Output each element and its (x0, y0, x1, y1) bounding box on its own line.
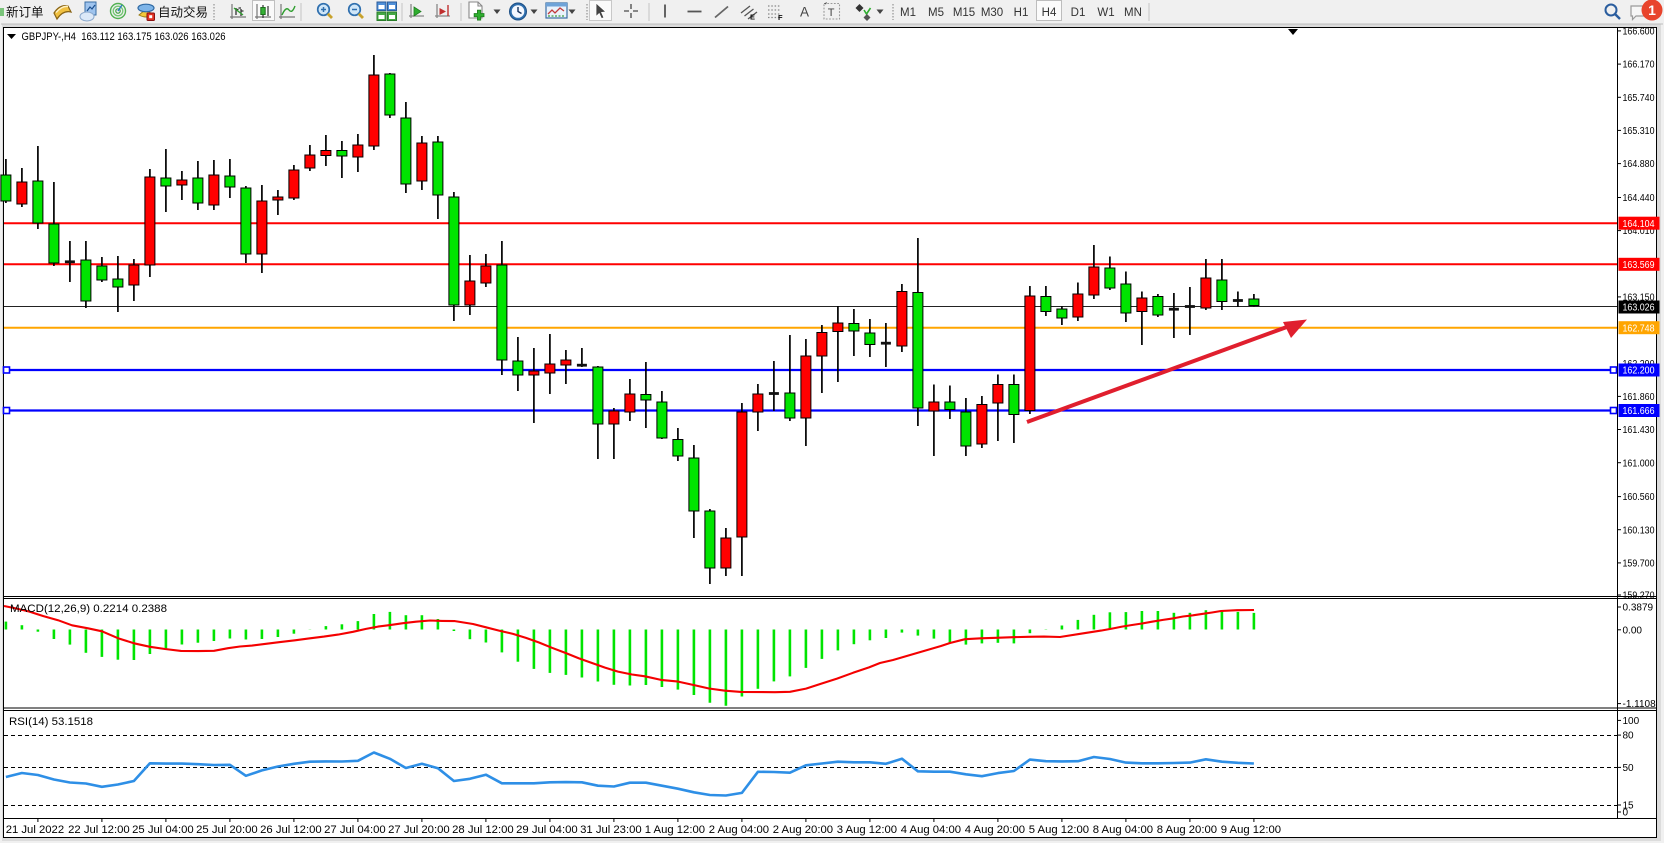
svg-text:25 Jul 04:00: 25 Jul 04:00 (132, 824, 194, 836)
svg-text:161.666: 161.666 (1623, 406, 1655, 417)
svg-text:W1: W1 (1097, 7, 1114, 19)
svg-text:A: A (800, 5, 809, 20)
svg-text:31 Jul 23:00: 31 Jul 23:00 (580, 824, 642, 836)
svg-text:164.440: 164.440 (1623, 193, 1655, 204)
svg-text:163.569: 163.569 (1623, 260, 1655, 271)
svg-text:164.880: 164.880 (1623, 159, 1655, 170)
svg-text:2 Aug 20:00: 2 Aug 20:00 (773, 824, 833, 836)
svg-text:9 Aug 12:00: 9 Aug 12:00 (1221, 824, 1281, 836)
svg-text:28 Jul 12:00: 28 Jul 12:00 (452, 824, 514, 836)
svg-text:163.150: 163.150 (1623, 293, 1655, 304)
svg-text:4 Aug 20:00: 4 Aug 20:00 (965, 824, 1025, 836)
svg-text:166.170: 166.170 (1623, 60, 1655, 71)
svg-text:E: E (750, 13, 755, 22)
svg-text:GBPJPY-,H4 163.112 163.175 16: GBPJPY-,H4 163.112 163.175 163.026 163.0… (22, 31, 226, 43)
svg-text:159.270: 159.270 (1623, 591, 1655, 602)
svg-text:164.010: 164.010 (1623, 226, 1655, 237)
svg-text:161.860: 161.860 (1623, 392, 1655, 403)
svg-text:161.430: 161.430 (1623, 425, 1655, 436)
svg-text:H1: H1 (1014, 7, 1029, 19)
svg-text:25 Jul 20:00: 25 Jul 20:00 (196, 824, 258, 836)
svg-text:165.740: 165.740 (1623, 93, 1655, 104)
svg-text:162.200: 162.200 (1623, 366, 1655, 377)
svg-text:D1: D1 (1071, 7, 1086, 19)
svg-text:100: 100 (1623, 716, 1640, 727)
svg-text:15: 15 (1623, 801, 1635, 812)
svg-text:2 Aug 04:00: 2 Aug 04:00 (709, 824, 769, 836)
svg-text:164.104: 164.104 (1623, 219, 1655, 230)
svg-text:160.130: 160.130 (1623, 525, 1655, 536)
svg-text:161.000: 161.000 (1623, 458, 1655, 469)
svg-text:T: T (828, 7, 835, 19)
svg-text:26 Jul 12:00: 26 Jul 12:00 (260, 824, 322, 836)
svg-text:27 Jul 20:00: 27 Jul 20:00 (388, 824, 450, 836)
svg-text:M15: M15 (953, 7, 975, 19)
svg-text:22 Jul 12:00: 22 Jul 12:00 (68, 824, 130, 836)
svg-text:0.3879: 0.3879 (1623, 603, 1654, 614)
svg-text:159.700: 159.700 (1623, 559, 1655, 570)
svg-text:自动交易: 自动交易 (158, 5, 208, 20)
svg-text:50: 50 (1623, 763, 1635, 774)
svg-text:8 Aug 20:00: 8 Aug 20:00 (1157, 824, 1217, 836)
svg-text:RSI(14) 53.1518: RSI(14) 53.1518 (9, 716, 93, 728)
svg-text:F: F (778, 13, 783, 22)
svg-text:M1: M1 (900, 7, 916, 19)
svg-text:H4: H4 (1042, 7, 1057, 19)
svg-text:8 Aug 04:00: 8 Aug 04:00 (1093, 824, 1153, 836)
svg-text:M5: M5 (928, 7, 944, 19)
svg-text:5 Aug 12:00: 5 Aug 12:00 (1029, 824, 1089, 836)
svg-text:4 Aug 04:00: 4 Aug 04:00 (901, 824, 961, 836)
svg-text:166.600: 166.600 (1623, 27, 1655, 38)
svg-text:0.00: 0.00 (1623, 625, 1643, 636)
svg-text:29 Jul 04:00: 29 Jul 04:00 (516, 824, 578, 836)
svg-text:162.748: 162.748 (1623, 323, 1655, 334)
svg-text:27 Jul 04:00: 27 Jul 04:00 (324, 824, 386, 836)
svg-text:1 Aug 12:00: 1 Aug 12:00 (645, 824, 705, 836)
svg-text:163.026: 163.026 (1623, 303, 1655, 314)
svg-text:3 Aug 12:00: 3 Aug 12:00 (837, 824, 897, 836)
svg-text:0: 0 (1623, 808, 1629, 819)
svg-text:160.560: 160.560 (1623, 492, 1655, 503)
svg-text:1: 1 (1648, 2, 1656, 18)
svg-text:M30: M30 (981, 7, 1003, 19)
svg-text:新订单: 新订单 (6, 5, 44, 20)
svg-text:80: 80 (1623, 731, 1635, 742)
svg-text:-1.1108: -1.1108 (1623, 699, 1657, 710)
svg-text:MN: MN (1124, 7, 1142, 19)
svg-text:165.310: 165.310 (1623, 126, 1655, 137)
svg-text:MACD(12,26,9) 0.2214 0.2388: MACD(12,26,9) 0.2214 0.2388 (10, 603, 167, 615)
svg-text:21 Jul 2022: 21 Jul 2022 (6, 824, 64, 836)
